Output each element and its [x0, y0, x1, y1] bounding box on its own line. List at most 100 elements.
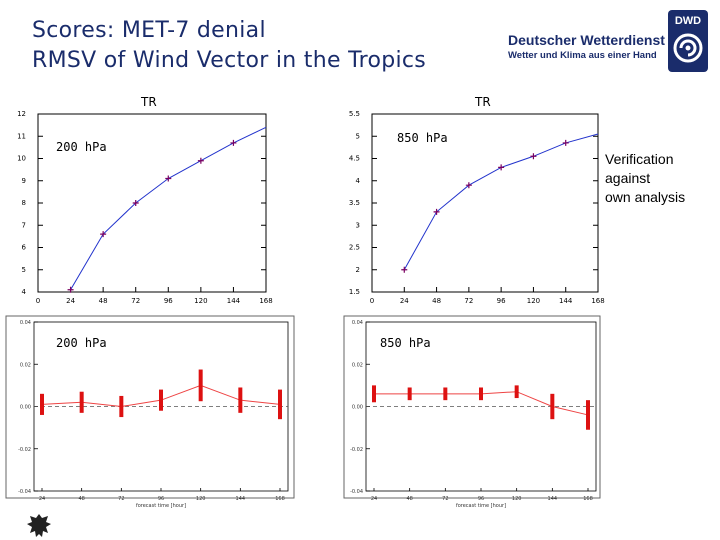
data-point-marker — [498, 164, 505, 171]
x-tick-label: 144 — [236, 496, 246, 502]
y-tick-label: 10 — [17, 155, 26, 163]
y-tick-label: 2 — [356, 266, 360, 274]
title-line-2: RMSV of Wind Vector in the Tropics — [32, 48, 427, 73]
y-tick-label: 9 — [22, 177, 26, 185]
x-tick-label: 120 — [512, 496, 522, 502]
data-point-marker — [562, 139, 569, 146]
chart-1-title: TR — [141, 95, 157, 109]
data-point-marker — [433, 208, 440, 215]
x-tick-label: 48 — [406, 496, 412, 502]
y-tick-label: -0.02 — [350, 447, 363, 453]
data-point-marker — [230, 139, 237, 146]
logo-name: Deutscher Wetterdienst — [508, 32, 665, 48]
x-tick-label: 0 — [36, 297, 40, 305]
x-tick-label: 24 — [66, 297, 75, 305]
x-tick-label: 144 — [559, 297, 573, 305]
y-tick-label: -0.02 — [18, 447, 31, 453]
data-point-marker — [100, 231, 107, 238]
x-tick-label: 168 — [583, 496, 593, 502]
x-tick-label: 24 — [400, 297, 409, 305]
y-tick-label: 0.00 — [352, 405, 363, 411]
x-tick-label: 24 — [39, 496, 45, 502]
error-bar — [550, 393, 555, 420]
x-tick-label: 168 — [259, 297, 272, 305]
panel-frame — [343, 315, 601, 499]
y-tick-label: 4 — [356, 177, 361, 185]
error-bar — [586, 400, 590, 430]
data-point-marker — [401, 266, 408, 273]
x-tick-label: 72 — [131, 297, 140, 305]
error-bar — [198, 369, 203, 402]
badge-text: DWD — [675, 15, 701, 27]
error-bar — [407, 387, 412, 401]
x-tick-label: 144 — [227, 297, 241, 305]
error-bar — [238, 387, 243, 413]
panel-frame — [5, 315, 295, 499]
y-tick-label: 0.02 — [20, 362, 31, 368]
x-tick-label: 96 — [497, 297, 506, 305]
x-tick-label: 120 — [194, 297, 207, 305]
x-tick-label: 168 — [275, 496, 285, 502]
y-tick-label: 11 — [17, 132, 26, 140]
error-bar — [119, 395, 124, 418]
y-tick-label: 4.5 — [349, 155, 360, 163]
data-point-marker — [197, 157, 204, 164]
x-tick-label: 0 — [370, 297, 374, 305]
note-line-2: against — [605, 170, 651, 186]
data-point-marker — [67, 286, 74, 293]
note-line-1: Verification — [605, 151, 674, 167]
error-bar — [79, 391, 84, 413]
y-tick-label: 5 — [356, 132, 360, 140]
y-tick-label: 1.5 — [349, 288, 360, 296]
x-tick-label: 96 — [478, 496, 484, 502]
y-tick-label: 0.00 — [20, 405, 31, 411]
chart-4-level-label: 850 hPa — [380, 336, 431, 350]
chart-2-level-label: 850 hPa — [397, 131, 448, 145]
dwd-badge-icon: DWD — [668, 10, 708, 72]
y-tick-label: 3.5 — [349, 199, 360, 207]
y-tick-label: 0.04 — [20, 320, 31, 326]
x-axis-label: forecast time [hour] — [456, 503, 506, 509]
data-point-marker — [465, 182, 472, 189]
x-tick-label: 24 — [371, 496, 377, 502]
x-tick-label: 48 — [99, 297, 108, 305]
slide-title: Scores: MET-7 denial RMSV of Wind Vector… — [32, 16, 426, 76]
y-tick-label: 8 — [22, 199, 26, 207]
y-tick-label: -0.04 — [350, 489, 363, 495]
y-tick-label: 5 — [22, 266, 26, 274]
error-bar — [40, 393, 44, 415]
logo-tagline: Wetter und Klima aus einer Hand — [508, 50, 657, 61]
y-tick-label: 2.5 — [349, 244, 360, 252]
x-tick-label: 96 — [158, 496, 164, 502]
x-tick-label: 72 — [442, 496, 448, 502]
error-bar — [159, 389, 163, 411]
y-tick-label: 0.04 — [352, 320, 363, 326]
chart-1-level-label: 200 hPa — [56, 140, 107, 154]
data-point-marker — [165, 175, 172, 182]
y-tick-label: 5.5 — [349, 110, 360, 118]
x-tick-label: 120 — [527, 297, 540, 305]
error-bar — [479, 387, 483, 401]
x-tick-label: 120 — [196, 496, 206, 502]
title-line-1: Scores: MET-7 denial — [32, 18, 266, 43]
x-tick-label: 48 — [78, 496, 84, 502]
y-tick-label: 3 — [356, 221, 360, 229]
error-bar — [278, 389, 282, 420]
error-bar — [514, 385, 519, 399]
data-point-marker — [530, 153, 537, 160]
x-tick-label: 144 — [548, 496, 558, 502]
x-tick-label: 72 — [464, 297, 473, 305]
y-tick-label: -0.04 — [18, 489, 31, 495]
x-tick-label: 168 — [591, 297, 604, 305]
chart-2-title: TR — [475, 95, 491, 109]
dwd-logo: Deutscher Wetterdienst Wetter und Klima … — [508, 10, 708, 72]
x-tick-label: 48 — [432, 297, 441, 305]
x-tick-label: 96 — [164, 297, 173, 305]
x-tick-label: 72 — [118, 496, 124, 502]
chart-3-level-label: 200 hPa — [56, 336, 107, 350]
y-tick-label: 6 — [22, 244, 27, 252]
